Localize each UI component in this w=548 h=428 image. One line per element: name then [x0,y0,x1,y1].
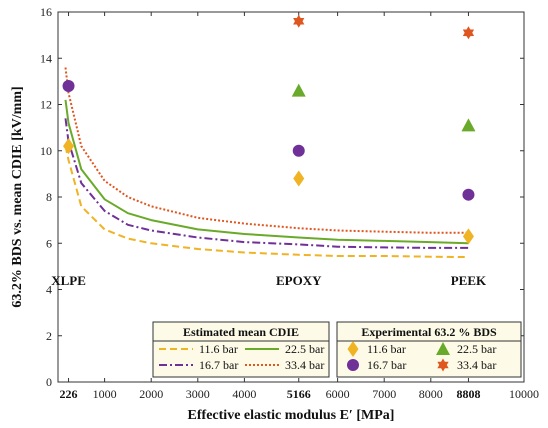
legend-marker-diamond [347,341,359,357]
x-tick-label: 226 [60,387,78,401]
data-point-triangle [291,83,306,97]
x-axis-label: Effective elastic modulus E′ [MPa] [188,408,395,423]
material-label-epoxy: EPOXY [276,273,322,288]
curve-22-5-bar [64,99,469,245]
y-tick-label: 0 [46,375,52,389]
legend-marker-hexagram [437,358,449,372]
material-labels: XLPE EPOXY PEEK [51,273,487,288]
curve-33-4-bar [64,67,469,234]
material-label-xlpe: XLPE [51,273,86,288]
x-tick-label: 6000 [326,387,350,401]
legends: Estimated mean CDIE 11.6 bar 22.5 bar 16.7 … [152,321,522,378]
material-label-peek: PEEK [451,273,487,288]
y-axis: 0 2 4 6 8 10 12 14 16 [40,5,524,389]
y-axis-label: 63.2% BDS vs. mean CDIE [kV/mm] [10,86,25,307]
data-point-hexagram [293,14,305,28]
legend-curves-title: Estimated mean CDIE [183,325,299,339]
y-tick-label: 2 [46,329,52,343]
legend-entry: 16.7 bar [199,358,238,372]
y-tick-label: 16 [40,5,52,19]
legend-entry: 22.5 bar [457,342,496,356]
y-tick-label: 10 [40,144,52,158]
y-tick-label: 4 [46,283,52,297]
data-point-circle [62,80,75,92]
legend-marker-circle [347,359,359,371]
y-tick-label: 8 [46,190,52,204]
x-tick-label: 1000 [93,387,117,401]
legend-points [336,321,522,378]
y-tick-label: 12 [40,98,52,112]
x-tick-label: 10000 [509,387,539,401]
legend-marker-triangle [436,342,450,355]
y-tick-label: 6 [46,236,52,250]
legend-entry: 33.4 bar [457,358,496,372]
x-tick-label: 7000 [372,387,396,401]
data-point-diamond [462,228,474,245]
data-point-diamond [293,170,305,187]
x-tick-label: 4000 [232,387,256,401]
plot-area [57,11,525,383]
x-tick-label: 5166 [287,387,311,401]
curve-series [64,67,469,259]
legend-entry: 16.7 bar [367,358,406,372]
data-point-triangle [461,118,476,132]
legend-points-title: Experimental 63.2 % BDS [361,325,497,339]
x-tick-label: 8000 [419,387,443,401]
legend-entry: 11.6 bar [367,342,406,356]
y-tick-label: 14 [40,51,52,65]
x-axis: 226 1000 2000 3000 4000 5166 6000 7000 8000 8808 1… [60,12,539,401]
legend-entry: 11.6 bar [199,342,238,356]
data-point-diamond [63,138,75,155]
legend-entry: 33.4 bar [285,358,324,372]
curve-16-7-bar [64,118,469,249]
legend-entry: 22.5 bar [285,342,324,356]
curve-11-6-bar [64,145,469,259]
x-tick-label: 8808 [456,387,480,401]
data-point-circle [462,188,475,201]
data-point-circle [292,144,305,157]
x-tick-label: 2000 [139,387,163,401]
data-point-hexagram [462,26,475,40]
scatter-series [62,14,476,245]
x-tick-label: 3000 [186,387,210,401]
